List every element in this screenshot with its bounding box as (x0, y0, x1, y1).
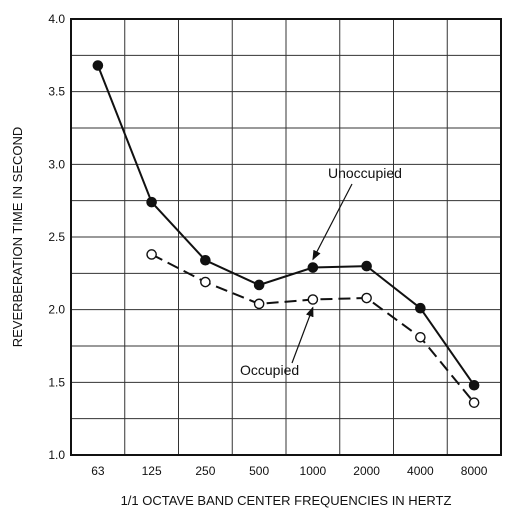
y-tick-label: 3.5 (48, 85, 65, 99)
y-axis-label: REVERBERATION TIME IN SECOND (10, 127, 25, 348)
x-tick-label: 125 (142, 464, 162, 478)
series-layer (92, 60, 480, 408)
y-tick-labels: 1.0 1.5 2.0 2.5 3.0 3.5 4.0 (48, 12, 65, 462)
data-point-unoccupied (146, 196, 157, 208)
x-tick-label: 63 (91, 464, 105, 478)
x-tick-label: 4000 (407, 464, 434, 478)
data-point-occupied (200, 276, 211, 288)
x-tick-label: 8000 (461, 464, 488, 478)
x-tick-labels: 63 125 250 500 1000 2000 4000 8000 (91, 464, 488, 478)
grid-lines (71, 19, 501, 455)
annotation-unoccupied: Unoccupied (328, 165, 402, 181)
series-line-occupied (151, 253, 475, 404)
x-tick-label: 1000 (300, 464, 327, 478)
data-point-unoccupied (307, 262, 319, 273)
x-tick-label: 2000 (353, 464, 380, 478)
y-tick-label: 3.0 (48, 157, 65, 171)
annotation-arrow-occupied (291, 306, 314, 364)
data-point-unoccupied (253, 279, 265, 291)
y-tick-label: 2.0 (48, 303, 65, 317)
data-point-occupied (146, 249, 157, 260)
annotation-occupied: Occupied (240, 362, 299, 378)
x-axis-label: 1/1 OCTAVE BAND CENTER FREQUENCIES IN HE… (121, 493, 452, 508)
data-point-unoccupied (92, 60, 104, 71)
y-tick-label: 2.5 (48, 230, 65, 244)
plot-frame (70, 18, 502, 456)
x-tick-label: 250 (195, 464, 215, 478)
data-point-unoccupied (415, 302, 426, 314)
data-point-unoccupied (361, 260, 372, 272)
data-point-unoccupied (468, 379, 480, 391)
data-point-occupied (361, 292, 372, 304)
y-tick-label: 4.0 (48, 12, 65, 26)
data-point-occupied (253, 298, 265, 310)
y-tick-label: 1.5 (48, 375, 65, 389)
y-tick-label: 1.0 (48, 448, 65, 462)
annotation-arrow-unoccupied (312, 183, 353, 261)
data-point-occupied (307, 294, 319, 305)
x-tick-label: 500 (249, 464, 269, 478)
data-point-occupied (415, 331, 426, 343)
data-point-unoccupied (200, 254, 211, 266)
annotation-layer: Unoccupied Occupied (240, 165, 402, 378)
series-line-unoccupied (96, 65, 475, 386)
data-point-occupied (468, 397, 480, 408)
